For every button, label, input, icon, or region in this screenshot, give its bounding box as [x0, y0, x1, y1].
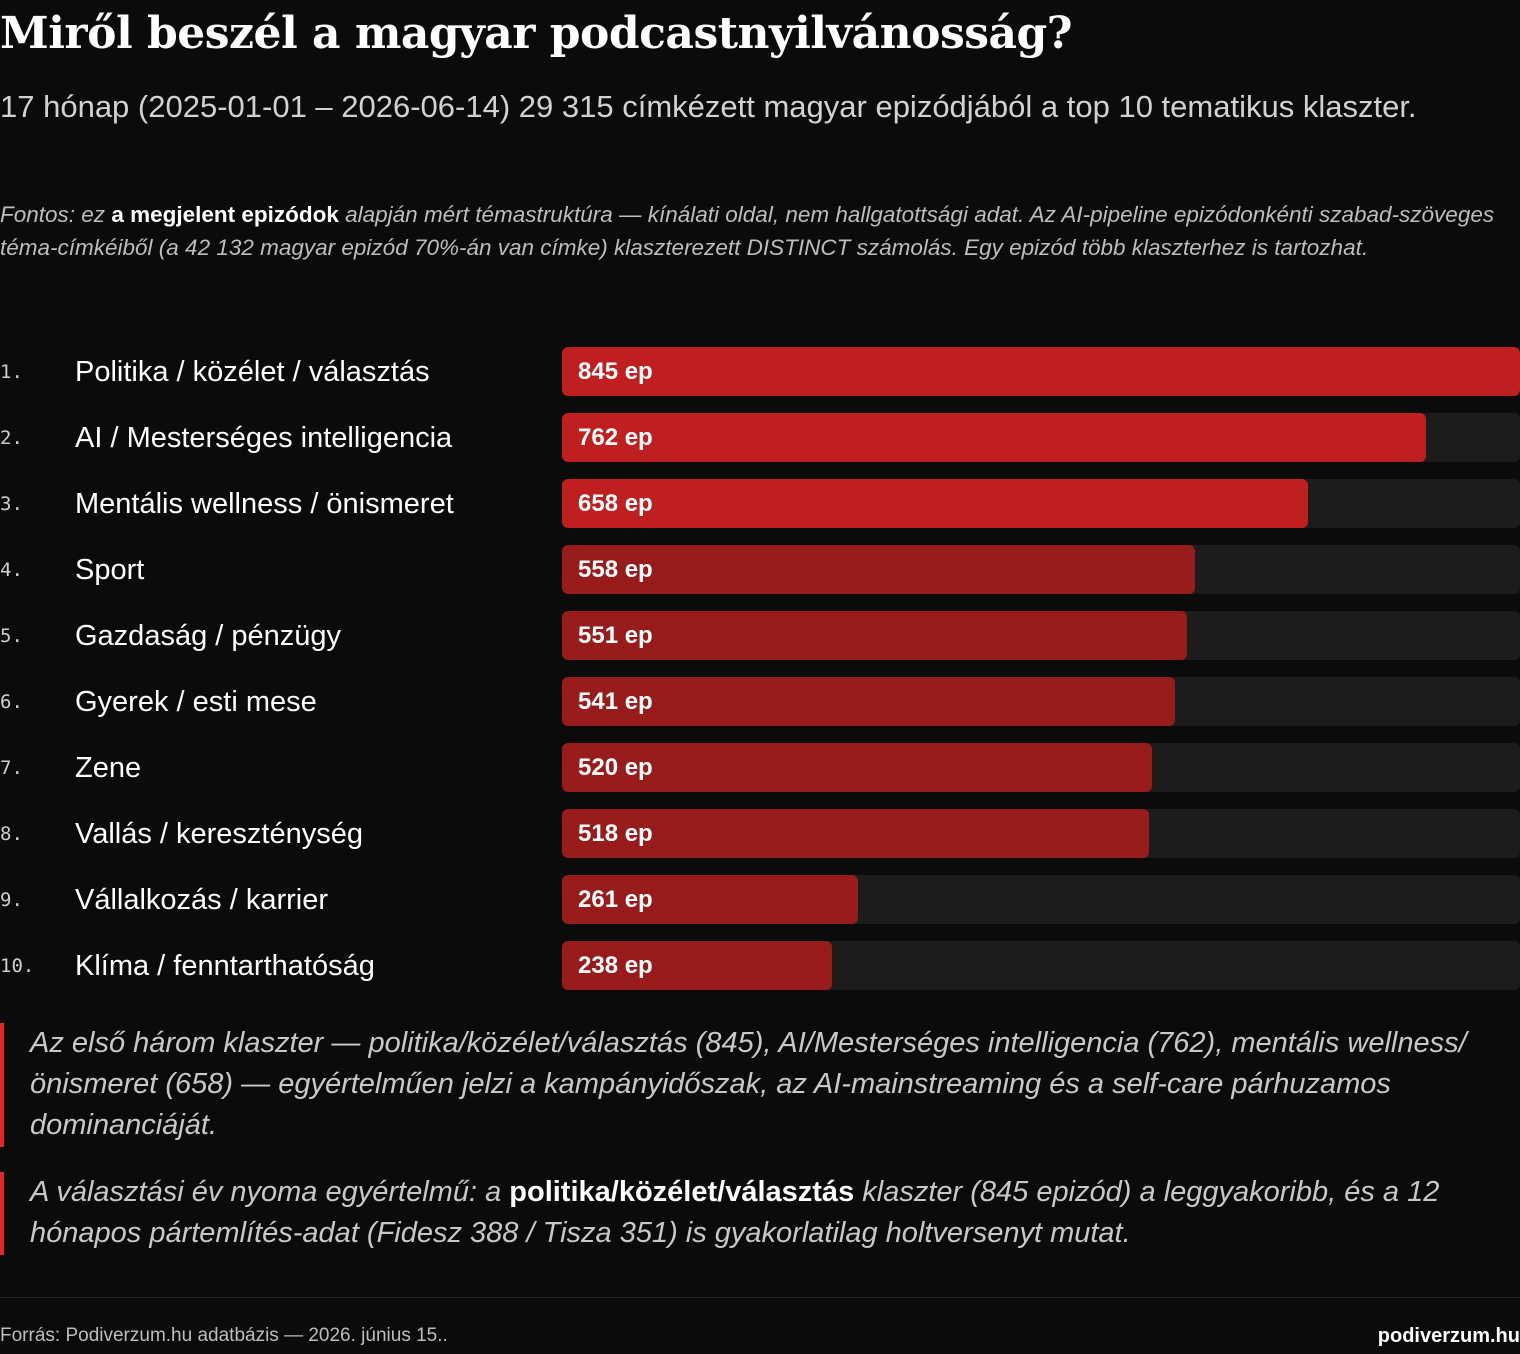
- bar: [562, 611, 1187, 660]
- brand-link[interactable]: podiverzum.hu: [1377, 1325, 1520, 1347]
- rank-label: 1.: [0, 361, 23, 383]
- value-label: 658 ep: [578, 490, 653, 517]
- category-label: AI / Mesterséges intelligencia: [75, 422, 453, 454]
- rank-label: 5.: [0, 625, 23, 647]
- category-label: Vallás / kereszténység: [75, 818, 363, 850]
- bar: [562, 479, 1308, 528]
- note-prefix: Fontos: ez: [0, 202, 112, 227]
- note-emphasis: a megjelent epizódok: [111, 202, 339, 227]
- insight-quote-1: Az első három klaszter — politika/közéle…: [0, 1023, 1510, 1147]
- bar-row: 3. Mentális wellness / önismeret 658 ep: [0, 479, 1520, 529]
- bar: [562, 809, 1149, 858]
- bar: [562, 677, 1175, 726]
- bar: [562, 941, 832, 990]
- bar-row: 6. Gyerek / esti mese 541 ep: [0, 677, 1520, 727]
- category-label: Mentális wellness / önismeret: [75, 488, 454, 520]
- category-label: Gazdaság / pénzügy: [75, 620, 342, 652]
- bar-track: 518 ep: [562, 809, 1520, 858]
- bar-track: 845 ep: [562, 347, 1520, 396]
- note-suffix: alapján mért témastruktúra — kínálati ol…: [0, 202, 1495, 260]
- bar-track: 558 ep: [562, 545, 1520, 594]
- bar-row: 8. Vallás / kereszténység 518 ep: [0, 809, 1520, 859]
- bar: [562, 875, 858, 924]
- rank-label: 10.: [0, 955, 35, 977]
- chart-subtitle: 17 hónap (2025-01-01 – 2026-06-14) 29 31…: [0, 89, 1417, 124]
- bar-row: 9. Vállalkozás / karrier 261 ep: [0, 875, 1520, 925]
- bar-track: 541 ep: [562, 677, 1520, 726]
- bar: [562, 413, 1426, 462]
- bar: [562, 545, 1195, 594]
- bar-track: 520 ep: [562, 743, 1520, 792]
- bar: [562, 347, 1520, 396]
- category-label: Klíma / fenntarthatóság: [75, 950, 375, 982]
- category-label: Politika / közélet / választás: [75, 356, 430, 388]
- rank-label: 9.: [0, 889, 23, 911]
- bar-track: 658 ep: [562, 479, 1520, 528]
- rank-label: 2.: [0, 427, 23, 449]
- methodology-note: Fontos: ez a megjelent epizódok alapján …: [0, 198, 1520, 264]
- value-label: 845 ep: [578, 358, 653, 385]
- value-label: 541 ep: [578, 688, 653, 715]
- chart-title: Miről beszél a magyar podcastnyilvánossá…: [0, 8, 1073, 59]
- insight-quote-2-suffix: klaszter (845 epizód) a leggyakoribb, és…: [30, 1176, 1440, 1249]
- footer-divider: [0, 1297, 1520, 1298]
- value-label: 520 ep: [578, 754, 653, 781]
- bar-row: 7. Zene 520 ep: [0, 743, 1520, 793]
- bar-row: 2. AI / Mesterséges intelligencia 762 ep: [0, 413, 1520, 463]
- bar-track: 261 ep: [562, 875, 1520, 924]
- category-label: Gyerek / esti mese: [75, 686, 317, 718]
- bar-track: 551 ep: [562, 611, 1520, 660]
- category-label: Sport: [75, 554, 145, 586]
- value-label: 558 ep: [578, 556, 653, 583]
- rank-label: 4.: [0, 559, 23, 581]
- rank-label: 3.: [0, 493, 23, 515]
- insight-quote-2-emphasis: politika/közélet/választás: [509, 1176, 855, 1208]
- value-label: 518 ep: [578, 820, 653, 847]
- value-label: 762 ep: [578, 424, 653, 451]
- bar-row: 5. Gazdaság / pénzügy 551 ep: [0, 611, 1520, 661]
- value-label: 261 ep: [578, 886, 653, 913]
- source-text: Forrás: Podiverzum.hu adatbázis — 2026. …: [0, 1325, 448, 1346]
- bar-row: 1. Politika / közélet / választás 845 ep: [0, 347, 1520, 397]
- bar-track: 762 ep: [562, 413, 1520, 462]
- value-label: 551 ep: [578, 622, 653, 649]
- category-label: Zene: [75, 752, 142, 784]
- insight-quote-2: A választási év nyoma egyértelmű: a poli…: [0, 1172, 1510, 1255]
- rank-label: 6.: [0, 691, 23, 713]
- bar-track: 238 ep: [562, 941, 1520, 990]
- insight-quote-1-text: Az első három klaszter — politika/közéle…: [30, 1027, 1467, 1141]
- category-label: Vállalkozás / karrier: [75, 884, 329, 916]
- value-label: 238 ep: [578, 952, 653, 979]
- rank-label: 7.: [0, 757, 23, 779]
- rank-label: 8.: [0, 823, 23, 845]
- insight-quote-2-prefix: A választási év nyoma egyértelmű: a: [30, 1176, 510, 1208]
- bar-row: 10. Klíma / fenntarthatóság 238 ep: [0, 941, 1520, 991]
- bar: [562, 743, 1152, 792]
- bar-row: 4. Sport 558 ep: [0, 545, 1520, 595]
